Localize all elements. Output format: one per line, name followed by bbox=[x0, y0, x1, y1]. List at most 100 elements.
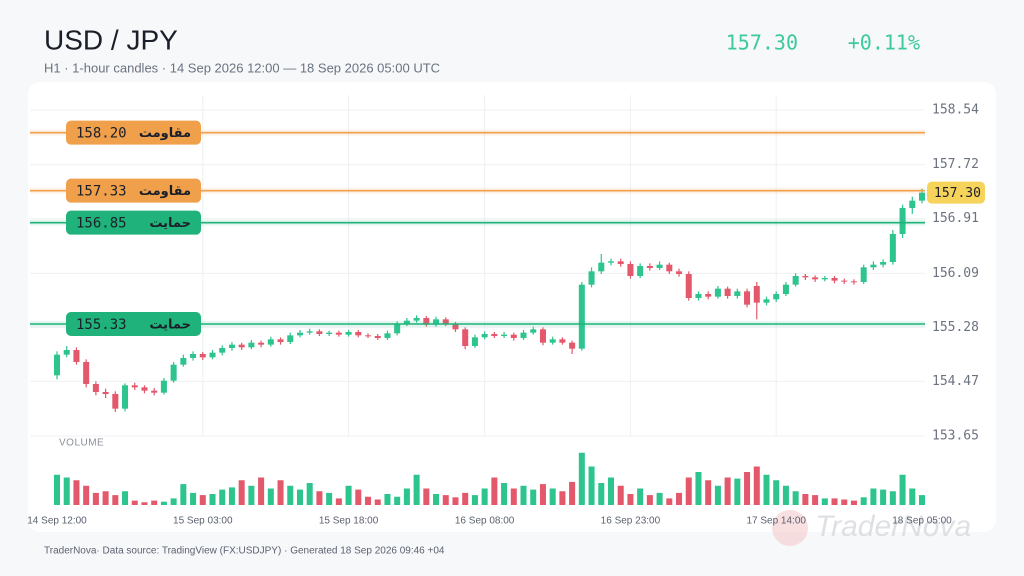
y-tick-label: 155.28 bbox=[932, 320, 979, 335]
volume-bar bbox=[238, 480, 245, 505]
volume-bar bbox=[569, 481, 576, 505]
volume-bar bbox=[841, 499, 848, 505]
volume-bar bbox=[714, 485, 721, 505]
candle-body bbox=[63, 350, 70, 355]
candle-body bbox=[909, 200, 916, 208]
volume-bar bbox=[549, 488, 556, 505]
candle-body bbox=[705, 294, 712, 297]
x-tick-label: 15 Sep 03:00 bbox=[173, 516, 233, 527]
volume-bar bbox=[394, 496, 401, 505]
candle-body bbox=[870, 264, 877, 268]
volume-bar bbox=[267, 488, 274, 505]
candle-body bbox=[841, 280, 848, 282]
candle-body bbox=[802, 276, 809, 278]
volume-bar bbox=[306, 483, 313, 505]
volume-bar bbox=[316, 491, 323, 505]
level-label: حمایت bbox=[149, 316, 191, 331]
volume-bar bbox=[287, 485, 294, 505]
volume-bar bbox=[131, 500, 138, 505]
volume-bar bbox=[384, 494, 391, 505]
volume-bar bbox=[578, 452, 585, 505]
volume-bar bbox=[744, 472, 751, 505]
candle-body bbox=[578, 284, 585, 349]
candle-body bbox=[335, 332, 342, 335]
volume-bar bbox=[112, 495, 119, 505]
candle-body bbox=[364, 335, 372, 337]
candle-body bbox=[403, 320, 410, 324]
level-tag bbox=[66, 120, 201, 145]
x-tick-label: 16 Sep 23:00 bbox=[601, 516, 661, 527]
volume-bar bbox=[559, 491, 566, 505]
candle-body bbox=[423, 318, 430, 325]
plot: 153.65 154.47 155.28 156.09 156.91 157.72 158.… bbox=[27, 95, 985, 527]
volume-bar bbox=[462, 492, 469, 505]
watermark: TraderNova bbox=[815, 510, 971, 543]
level-value: 155.33 bbox=[76, 317, 127, 333]
volume-bar bbox=[918, 495, 926, 505]
volume-bar bbox=[180, 484, 187, 505]
candle-body bbox=[598, 262, 605, 272]
candle-body bbox=[753, 286, 760, 303]
candle-body bbox=[53, 354, 61, 376]
candle-body bbox=[209, 352, 216, 358]
x-tick-label: 14 Sep 12:00 bbox=[27, 516, 87, 527]
candle-body bbox=[238, 344, 245, 348]
candle-body bbox=[306, 331, 313, 333]
candle-body bbox=[501, 334, 508, 336]
candle-body bbox=[160, 380, 167, 393]
candle-body bbox=[617, 261, 624, 264]
volume-bar bbox=[160, 501, 167, 505]
y-tick-label: 153.65 bbox=[932, 429, 979, 444]
candle-body bbox=[520, 332, 527, 338]
volume-bar bbox=[355, 489, 362, 505]
last-price: 157.30 bbox=[726, 31, 798, 55]
volume-bar bbox=[705, 480, 712, 505]
volume-bar bbox=[248, 485, 255, 505]
y-tick-label: 158.54 bbox=[932, 103, 979, 118]
volume-bar bbox=[471, 495, 478, 505]
candle-body bbox=[73, 350, 80, 362]
footer: TraderNova· Data source: TradingView (FX… bbox=[44, 546, 445, 557]
candle-body bbox=[180, 358, 187, 365]
volume-bar bbox=[792, 491, 799, 505]
volume-bar bbox=[102, 491, 109, 505]
volume-bar bbox=[258, 477, 265, 505]
candle-body bbox=[539, 329, 546, 343]
volume-bar bbox=[773, 480, 780, 505]
volume-bar bbox=[860, 497, 867, 505]
volume-bar bbox=[685, 477, 692, 505]
candle-body bbox=[559, 339, 566, 343]
candle-body bbox=[549, 339, 556, 343]
candle-body bbox=[850, 281, 857, 283]
candle-body bbox=[880, 262, 887, 265]
candle-body bbox=[131, 385, 138, 388]
candle-body bbox=[141, 387, 148, 391]
candle-body bbox=[102, 392, 109, 394]
volume-bar bbox=[812, 495, 819, 505]
volume-bar bbox=[802, 494, 809, 505]
volume-bar bbox=[73, 480, 80, 505]
candle-body bbox=[481, 334, 488, 338]
candle-body bbox=[267, 339, 274, 345]
x-tick-label: 17 Sep 14:00 bbox=[746, 516, 806, 527]
candle-body bbox=[219, 348, 226, 353]
candle-body bbox=[695, 294, 702, 298]
candle-body bbox=[637, 266, 644, 276]
volume-bar bbox=[821, 498, 828, 505]
volume-bar bbox=[151, 500, 158, 505]
candle-body bbox=[744, 291, 751, 305]
level-tag bbox=[66, 312, 201, 336]
volume-bar bbox=[510, 488, 517, 505]
volume-bar bbox=[345, 485, 352, 505]
candle-body bbox=[821, 278, 828, 280]
volume-bar bbox=[423, 488, 430, 505]
volume-bar bbox=[627, 494, 634, 505]
candle-body bbox=[646, 266, 653, 268]
candle-body bbox=[228, 344, 235, 348]
x-tick-label: 18 Sep 05:00 bbox=[892, 516, 952, 527]
volume-bar bbox=[734, 478, 741, 505]
candle-body bbox=[413, 318, 420, 321]
candle-body bbox=[899, 208, 906, 234]
